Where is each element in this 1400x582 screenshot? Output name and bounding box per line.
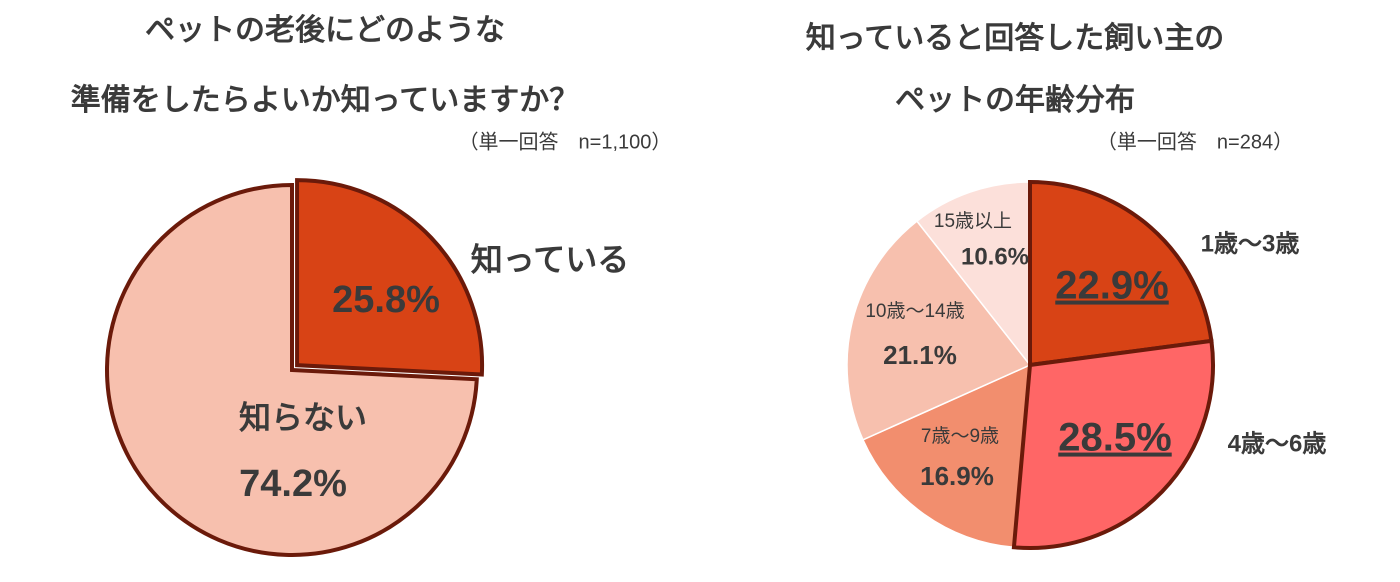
chart-subtitle: （単一回答 n=1,100） xyxy=(459,130,672,153)
value-label: 74.2% xyxy=(239,463,347,505)
slice-label: 10歳～14歳 xyxy=(865,300,964,322)
chart-subtitle: （単一回答 n=284） xyxy=(1097,130,1293,153)
pie-slice xyxy=(105,182,479,557)
pie-slice xyxy=(1028,179,1214,368)
slice-label: 1歳～3歳 xyxy=(1201,229,1300,257)
pie-slice xyxy=(1011,338,1215,550)
value-label: 10.6% xyxy=(961,243,1029,270)
value-label: 28.5% xyxy=(1058,416,1171,460)
slice-label: 7歳～9歳 xyxy=(921,425,999,447)
pie-slice xyxy=(861,363,1031,549)
pie-slice xyxy=(846,220,1032,441)
pie-slice xyxy=(915,181,1031,368)
slice-label: 15歳以上 xyxy=(934,210,1012,232)
value-label: 25.8% xyxy=(332,279,440,321)
chart-title: ペットの老後にどのような xyxy=(145,14,505,47)
value-label: 22.9% xyxy=(1055,264,1168,308)
slice-label: 4歳～6歳 xyxy=(1228,429,1327,457)
value-label: 21.1% xyxy=(883,340,957,370)
chart-title: 知っていると回答した飼い主の xyxy=(806,21,1225,55)
slice-label: 知っている xyxy=(471,241,629,277)
chart-title: ペットの年齢分布 xyxy=(895,83,1135,117)
pie-slice xyxy=(295,178,485,377)
value-label: 16.9% xyxy=(920,461,994,491)
chart-title: 準備をしたらよいか知っていますか？ xyxy=(71,83,580,117)
slice-label: 知らない xyxy=(239,399,367,435)
